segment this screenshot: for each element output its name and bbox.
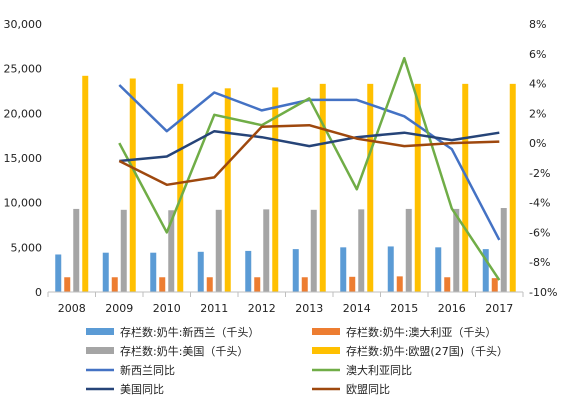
y-right-tick-label: -2% bbox=[529, 167, 550, 180]
series-line bbox=[119, 129, 500, 163]
legend-label: 存栏数:奶牛:美国（千头） bbox=[120, 344, 248, 358]
bar bbox=[254, 277, 261, 292]
bar bbox=[340, 247, 347, 292]
bar bbox=[367, 83, 374, 292]
legend-label: 美国同比 bbox=[120, 383, 164, 396]
bar bbox=[224, 88, 231, 292]
legend-swatch bbox=[86, 328, 114, 335]
legend-swatch bbox=[312, 328, 340, 335]
y-right-tick-label: -6% bbox=[529, 226, 550, 239]
series-line bbox=[118, 56, 501, 281]
legend-label: 存栏数:奶牛:欧盟(27国)（千头） bbox=[346, 344, 508, 358]
bar bbox=[111, 277, 118, 292]
x-tick-label: 2017 bbox=[485, 302, 513, 315]
legend-swatch bbox=[86, 347, 114, 354]
bar bbox=[263, 209, 270, 292]
y-left-tick-label: 0 bbox=[35, 286, 42, 299]
bar bbox=[310, 209, 317, 292]
bar bbox=[177, 83, 184, 292]
bar bbox=[168, 210, 175, 292]
y-right-tick-label: 2% bbox=[529, 107, 546, 120]
y-left-tick-label: 20,000 bbox=[4, 107, 43, 120]
bar bbox=[215, 209, 222, 292]
x-tick-label: 2013 bbox=[295, 302, 323, 315]
legend-label: 欧盟同比 bbox=[346, 383, 390, 396]
bar bbox=[396, 276, 403, 292]
bar bbox=[319, 83, 326, 292]
bar bbox=[358, 209, 365, 292]
bar bbox=[120, 209, 127, 292]
bar bbox=[73, 208, 80, 292]
y-left-tick-label: 25,000 bbox=[4, 63, 43, 76]
legend-swatch bbox=[312, 347, 340, 354]
legend-label: 存栏数:奶牛:新西兰（千头） bbox=[120, 325, 259, 339]
legend-label: 新西兰同比 bbox=[120, 363, 175, 377]
bar bbox=[500, 208, 507, 292]
legend-label: 存栏数:奶牛:澳大利亚（千头） bbox=[346, 325, 496, 339]
bar bbox=[491, 278, 498, 292]
bar bbox=[414, 83, 421, 292]
legend-label: 澳大利亚同比 bbox=[346, 363, 412, 377]
bar bbox=[509, 83, 516, 292]
bar bbox=[159, 277, 166, 292]
bar bbox=[197, 251, 204, 292]
y-right-tick-label: -4% bbox=[529, 197, 550, 210]
y-left-tick-label: 10,000 bbox=[4, 197, 43, 210]
x-tick-label: 2014 bbox=[343, 302, 371, 315]
bar bbox=[82, 75, 89, 293]
x-tick-label: 2016 bbox=[438, 302, 466, 315]
y-left-tick-label: 30,000 bbox=[4, 18, 43, 31]
bar bbox=[272, 87, 279, 292]
bar bbox=[453, 208, 460, 292]
series-line bbox=[118, 84, 501, 241]
bar bbox=[387, 246, 394, 292]
x-tick-label: 2011 bbox=[200, 302, 228, 315]
y-right-tick-label: -10% bbox=[529, 286, 557, 299]
y-right-tick-label: 4% bbox=[529, 78, 546, 91]
bar bbox=[462, 83, 469, 292]
bar bbox=[102, 252, 109, 292]
bar bbox=[206, 277, 213, 292]
bar bbox=[301, 277, 308, 292]
bar bbox=[245, 250, 252, 292]
x-tick-label: 2009 bbox=[105, 302, 133, 315]
bar bbox=[482, 249, 489, 292]
y-left-tick-label: 5,000 bbox=[11, 241, 43, 254]
bar bbox=[405, 208, 412, 292]
bar bbox=[150, 252, 157, 292]
bar bbox=[55, 254, 62, 292]
y-right-tick-label: 0% bbox=[529, 137, 546, 150]
bar bbox=[435, 247, 442, 292]
x-tick-label: 2008 bbox=[58, 302, 86, 315]
y-right-tick-label: 8% bbox=[529, 18, 546, 31]
y-left-tick-label: 15,000 bbox=[4, 152, 43, 165]
y-right-tick-label: 6% bbox=[529, 48, 546, 61]
x-tick-label: 2012 bbox=[248, 302, 276, 315]
bar bbox=[129, 78, 136, 292]
x-tick-label: 2015 bbox=[390, 302, 418, 315]
bar bbox=[292, 249, 299, 292]
y-right-tick-label: -8% bbox=[529, 256, 550, 269]
bar bbox=[64, 277, 71, 292]
bar bbox=[349, 276, 356, 292]
x-tick-label: 2010 bbox=[153, 302, 181, 315]
series-line bbox=[118, 123, 500, 187]
bar bbox=[444, 277, 451, 292]
